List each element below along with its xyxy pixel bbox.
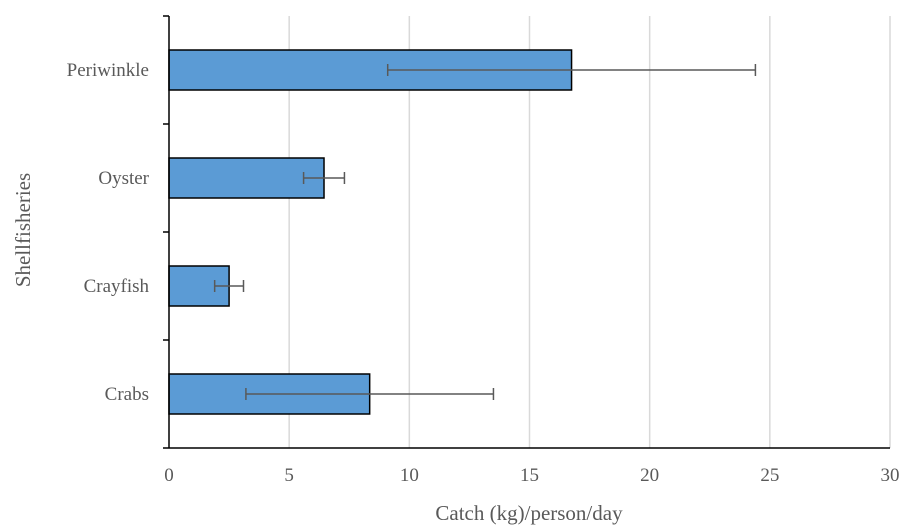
category-label-oyster: Oyster xyxy=(98,168,149,189)
x-tick-label-10: 10 xyxy=(400,465,419,486)
category-label-crayfish: Crayfish xyxy=(84,276,150,297)
x-tick-label-20: 20 xyxy=(640,465,659,486)
axes xyxy=(163,15,890,449)
category-label-crabs: Crabs xyxy=(105,384,149,405)
x-tick-label-30: 30 xyxy=(881,465,900,486)
error-bars xyxy=(213,64,757,400)
x-tick-label-25: 25 xyxy=(760,465,779,486)
x-tick-label-0: 0 xyxy=(164,465,174,486)
bars xyxy=(168,49,573,415)
bar-oyster xyxy=(168,157,325,199)
category-labels: Periwinkle Oyster Crayfish Crabs xyxy=(67,60,150,405)
x-tick-labels: 0 5 10 15 20 25 30 xyxy=(164,465,899,486)
category-label-periwinkle: Periwinkle xyxy=(67,60,149,81)
x-axis-title: Catch (kg)/person/day xyxy=(435,501,623,525)
x-tick-label-5: 5 xyxy=(284,465,294,486)
x-tick-label-15: 15 xyxy=(520,465,539,486)
y-axis-title: Shellfisheries xyxy=(11,173,35,287)
